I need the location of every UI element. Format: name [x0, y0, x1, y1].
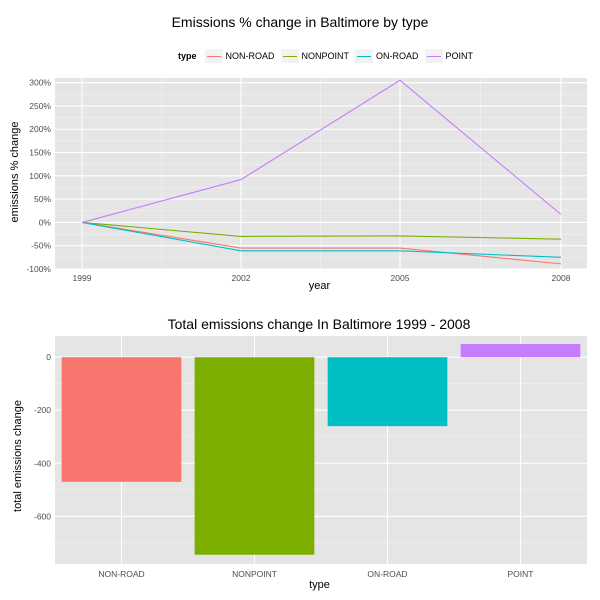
line-y-axis-title: emissions % change: [9, 121, 21, 223]
line-chart: -100% -50% 0% 50% 100% 150% 200% 250% 300% 1999 2…: [26, 78, 587, 283]
legend-swatch-nonpoint: [282, 55, 297, 57]
bar-y-tick-label: 0: [46, 352, 51, 362]
line-x-tick-label: 2008: [552, 273, 571, 283]
line-chart-legend: type NON-ROAD NONPOINT ON-ROAD POINT: [178, 49, 479, 63]
line-y-tick-label: 50%: [34, 194, 51, 204]
legend-label-on-road: ON-ROAD: [376, 51, 419, 61]
line-minor-gridlines: [55, 78, 587, 269]
legend-label-nonpoint: NONPOINT: [301, 51, 350, 61]
line-y-tick-label: 150%: [29, 148, 51, 158]
bar-chart-title: Total emissions change In Baltimore 1999…: [167, 316, 471, 332]
bar-y-tick-label: -600: [34, 511, 51, 521]
legend-label-point: POINT: [445, 51, 474, 61]
series-line-point: [81, 79, 562, 223]
line-x-tick-labels: 1999 2002 2005 2008: [73, 273, 571, 283]
bar-x-tick-labels: NON-ROAD NONPOINT ON-ROAD POINT: [98, 569, 533, 579]
line-x-axis-title: year: [308, 280, 331, 292]
line-x-tick-label: 1999: [73, 273, 92, 283]
bar-y-tick-labels: -600 -400 -200 0: [34, 352, 51, 521]
bar-y-tick-label: -400: [34, 458, 51, 468]
line-y-tick-label: -100%: [26, 264, 51, 274]
bar-nonpoint: [194, 357, 315, 555]
bar-x-tick-label: NONPOINT: [232, 569, 277, 579]
legend-key-point: [424, 49, 443, 63]
line-y-tick-label: -50%: [31, 241, 51, 251]
legend-swatch-point: [426, 55, 441, 57]
legend-key-on-road: [355, 49, 374, 63]
series-line-non-road: [81, 221, 562, 265]
bar-group: [61, 343, 581, 555]
series-line-nonpoint: [81, 221, 562, 240]
bar-non-road: [61, 357, 182, 482]
line-y-tick-label: 100%: [29, 171, 51, 181]
bar-x-tick-label: NON-ROAD: [98, 569, 144, 579]
line-y-tick-label: 250%: [29, 101, 51, 111]
line-x-tick-label: 2005: [391, 273, 410, 283]
line-y-tick-labels: -100% -50% 0% 50% 100% 150% 200% 250% 300%: [26, 78, 51, 274]
legend-swatch-non-road: [206, 55, 221, 57]
series-line-on-road: [81, 221, 562, 258]
line-plot-panel: [55, 78, 587, 269]
bar-x-tick-label: ON-ROAD: [367, 569, 407, 579]
bar-point: [460, 343, 581, 358]
bar-x-axis-title: type: [309, 579, 330, 591]
bar-chart: -600 -400 -200 0 NON-ROAD NONPOINT ON-ROAD POI…: [34, 336, 587, 579]
line-series-group: [81, 79, 562, 265]
line-chart-title: Emissions % change in Baltimore by type: [171, 14, 429, 30]
line-y-tick-label: 300%: [29, 78, 51, 88]
line-y-tick-label: 200%: [29, 124, 51, 134]
line-y-tick-label: 0%: [39, 217, 52, 227]
legend-label-non-road: NON-ROAD: [225, 51, 275, 61]
legend-title: type: [178, 51, 197, 61]
legend-key-non-road: [204, 49, 223, 63]
bar-y-tick-label: -200: [34, 405, 51, 415]
bar-on-road: [327, 357, 448, 427]
bar-x-tick-label: POINT: [508, 569, 534, 579]
line-x-tick-label: 2002: [232, 273, 251, 283]
bar-y-axis-title: total emissions change: [12, 400, 24, 512]
legend-swatch-on-road: [357, 55, 372, 57]
legend-key-nonpoint: [280, 49, 299, 63]
